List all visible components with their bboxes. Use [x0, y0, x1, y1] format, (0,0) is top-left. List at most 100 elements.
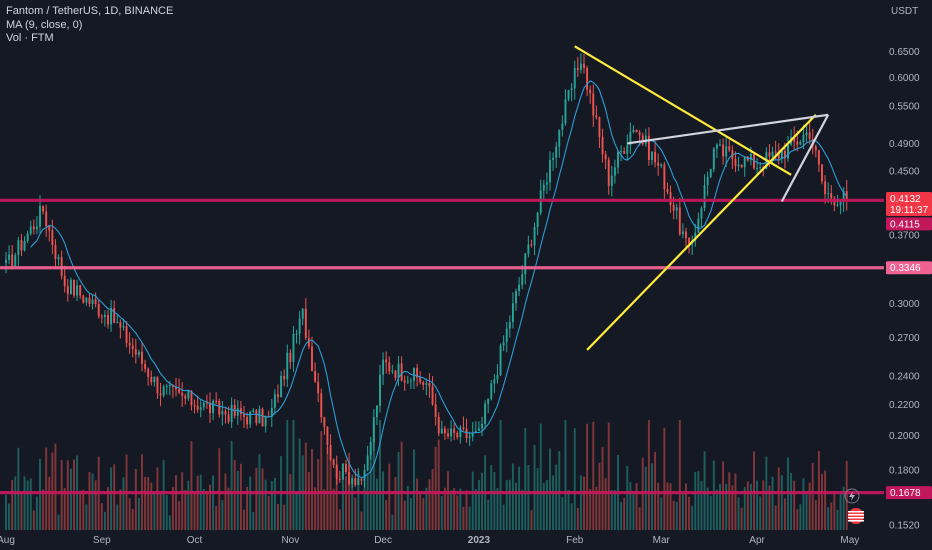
ma-legend-label[interactable]: MA (9, close, 0) — [6, 18, 83, 31]
volume-bar — [505, 480, 508, 530]
candle-body — [372, 417, 375, 443]
candle-body — [672, 204, 675, 211]
candle-body — [623, 150, 626, 154]
candle-body — [187, 390, 190, 399]
volume-bar — [462, 506, 465, 530]
candle-body — [493, 379, 496, 384]
candle-body — [277, 394, 279, 398]
volume-bar — [762, 480, 765, 530]
candle-body — [749, 153, 752, 161]
candle-body — [678, 207, 681, 235]
candle-body — [32, 226, 35, 230]
candle-body — [394, 370, 397, 378]
candle-body — [521, 274, 524, 285]
volume-bar — [694, 471, 697, 530]
volume-bar — [375, 478, 378, 530]
volume-bar — [261, 468, 264, 530]
volume-bar — [796, 509, 799, 530]
candle-body — [703, 185, 706, 208]
volume-bar — [808, 482, 811, 530]
volume-bar — [780, 475, 783, 530]
price-tag — [886, 217, 932, 231]
candle-body — [66, 286, 69, 294]
volume-bar — [233, 460, 236, 530]
candle-body — [335, 465, 338, 479]
volume-bar — [564, 420, 567, 530]
candle-body — [462, 427, 465, 429]
volume-bar — [737, 497, 740, 530]
volume-bar — [477, 479, 480, 530]
candle-body — [613, 167, 616, 176]
candle-body — [26, 233, 29, 242]
volume-bar — [88, 472, 91, 530]
candle-body — [73, 279, 75, 296]
x-tick-label: May — [840, 535, 859, 546]
volume-bar — [150, 482, 153, 530]
candle-body — [419, 377, 422, 383]
ma-line — [30, 80, 848, 479]
volume-bar — [753, 451, 755, 530]
volume-bar — [817, 450, 820, 530]
volume-bar — [193, 493, 196, 530]
candle-body — [666, 189, 669, 193]
candle-body — [82, 295, 85, 303]
volume-bar — [332, 488, 335, 530]
volume-bar — [663, 427, 666, 530]
candle-body — [209, 402, 211, 414]
candle-body — [270, 407, 273, 417]
candle-body — [712, 148, 715, 170]
candle-body — [193, 405, 196, 407]
volume-bar — [450, 490, 453, 530]
candle-body — [110, 308, 113, 325]
volume-bar — [32, 510, 35, 530]
volume-bar — [218, 448, 221, 530]
volume-bar — [827, 507, 830, 530]
candle-body — [737, 164, 740, 167]
volume-bar — [29, 478, 32, 530]
volume-legend-label[interactable]: Vol · FTM — [6, 32, 54, 44]
candle-body — [39, 205, 41, 227]
candle-body — [836, 204, 839, 206]
candle-body — [527, 244, 530, 254]
candle-body — [363, 470, 366, 481]
symbol-title[interactable]: Fantom / TetherUS, 1D, BINANCE — [6, 5, 174, 17]
candle-body — [425, 383, 428, 385]
volume-bar — [749, 483, 752, 530]
candle-body — [626, 145, 629, 154]
candle-body — [332, 459, 335, 466]
candle-body — [97, 303, 100, 317]
volume-bar — [499, 420, 502, 530]
volume-bar — [703, 451, 706, 530]
volume-bar — [252, 511, 255, 530]
volume-bar — [542, 482, 545, 530]
volume-bar — [246, 486, 249, 530]
candle-body — [505, 328, 508, 343]
volume-bar — [672, 500, 675, 530]
volume-bar — [5, 494, 7, 530]
candle-body — [215, 400, 218, 402]
candle-body — [567, 90, 570, 100]
y-tick-label: 0.1800 — [889, 465, 920, 476]
volume-bar — [17, 447, 20, 530]
candle-body — [675, 207, 678, 211]
candle-body — [845, 191, 848, 199]
candle-body — [48, 226, 51, 231]
candle-body — [641, 135, 644, 145]
volume-bar — [447, 471, 449, 530]
volume-bar — [69, 468, 72, 530]
candle-body — [391, 370, 394, 372]
candle-body — [255, 410, 258, 424]
volume-bar — [595, 486, 598, 530]
candle-body — [817, 150, 820, 165]
candle-body — [258, 408, 261, 424]
volume-bar — [329, 458, 332, 530]
volume-bar — [175, 475, 177, 530]
candle-body — [437, 416, 440, 434]
volume-bar — [576, 507, 579, 530]
trendline — [780, 114, 830, 203]
candle-body — [227, 414, 230, 423]
y-tick-label: 0.2400 — [889, 372, 920, 383]
candle-body — [502, 342, 505, 346]
